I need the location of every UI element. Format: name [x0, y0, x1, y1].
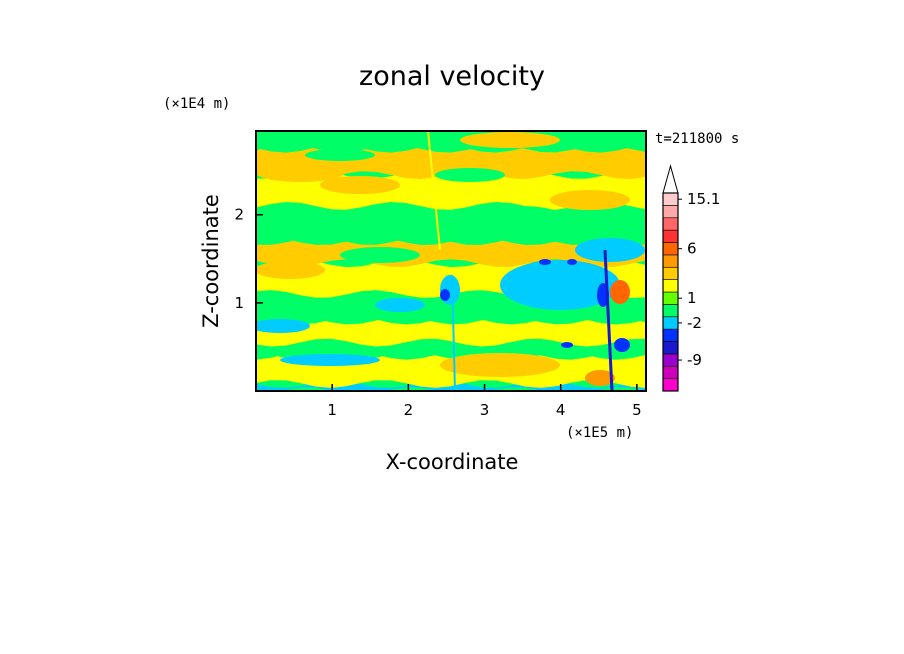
feature [427, 131, 441, 251]
field-layer [256, 338, 646, 360]
x-axis: 1 2 3 4 5 [327, 384, 642, 419]
x-tick-label: 5 [632, 401, 642, 419]
feature [550, 190, 630, 210]
colorbar-swatch [662, 316, 679, 330]
colorbar-swatch [662, 304, 679, 318]
feature [575, 238, 645, 262]
feature [500, 260, 620, 310]
colorbar-tick-label: -9 [687, 351, 702, 369]
feature [256, 162, 345, 182]
colorbar-swatch [662, 291, 679, 305]
field-features [256, 131, 645, 391]
feature [320, 176, 400, 194]
colorbar-tick-label: 15.1 [687, 190, 720, 208]
feature [375, 298, 425, 312]
feature [451, 274, 456, 391]
feature [460, 132, 560, 148]
y-scale-label: (×1E4 m) [163, 96, 230, 112]
colorbar-border [662, 192, 679, 392]
colorbar-swatch [662, 217, 679, 231]
colorbar-swatch [662, 353, 679, 367]
x-tick-label: 4 [556, 401, 566, 419]
feature [256, 319, 310, 333]
x-scale-label: (×1E5 m) [566, 425, 633, 441]
feature [256, 220, 345, 240]
colorbar-swatch [662, 266, 679, 280]
feature [585, 370, 615, 386]
colorbar-swatch [662, 341, 679, 355]
y-axis-label: Z-coordinate [199, 194, 223, 328]
x-axis-label: X-coordinate [386, 450, 519, 474]
feature [280, 354, 380, 366]
x-tick-label: 3 [480, 401, 490, 419]
y-axis: 12 [234, 206, 263, 312]
chart-title: zonal velocity [359, 61, 545, 92]
colorbar-swatch [662, 279, 679, 293]
feature [561, 342, 573, 348]
feature [603, 249, 614, 391]
velocity-field [256, 131, 646, 391]
feature [610, 280, 630, 304]
feature [440, 353, 560, 377]
colorbar: -9 -2 1 6 15.1 [662, 164, 720, 392]
colorbar-tick-label: -2 [687, 314, 702, 332]
feature [567, 259, 577, 265]
plot-border [255, 130, 647, 392]
y-tick-label: 2 [234, 206, 244, 224]
feature [435, 168, 505, 182]
field-layer [256, 316, 646, 347]
colorbar-swatch [662, 205, 679, 219]
colorbar-swatch [662, 378, 679, 392]
colorbar-swatch [662, 365, 679, 379]
feature [440, 289, 450, 301]
feature [256, 261, 325, 279]
colorbar-arrow [662, 164, 679, 194]
feature [614, 338, 630, 352]
feature [480, 206, 560, 224]
feature [305, 149, 375, 161]
colorbar-swatch [662, 229, 679, 243]
feature [340, 247, 420, 263]
time-label: t=211800 s [655, 131, 739, 147]
x-tick-label: 2 [404, 401, 414, 419]
x-tick-label: 1 [327, 401, 337, 419]
colorbar-swatch [662, 254, 679, 268]
feature [539, 259, 551, 265]
colorbar-swatch [662, 192, 679, 206]
colorbar-tick-label: 1 [687, 289, 697, 307]
colorbar-swatch [662, 328, 679, 342]
colorbar-swatch [662, 242, 679, 256]
y-tick-label: 1 [234, 294, 244, 312]
colorbar-tick-label: 6 [687, 240, 697, 258]
